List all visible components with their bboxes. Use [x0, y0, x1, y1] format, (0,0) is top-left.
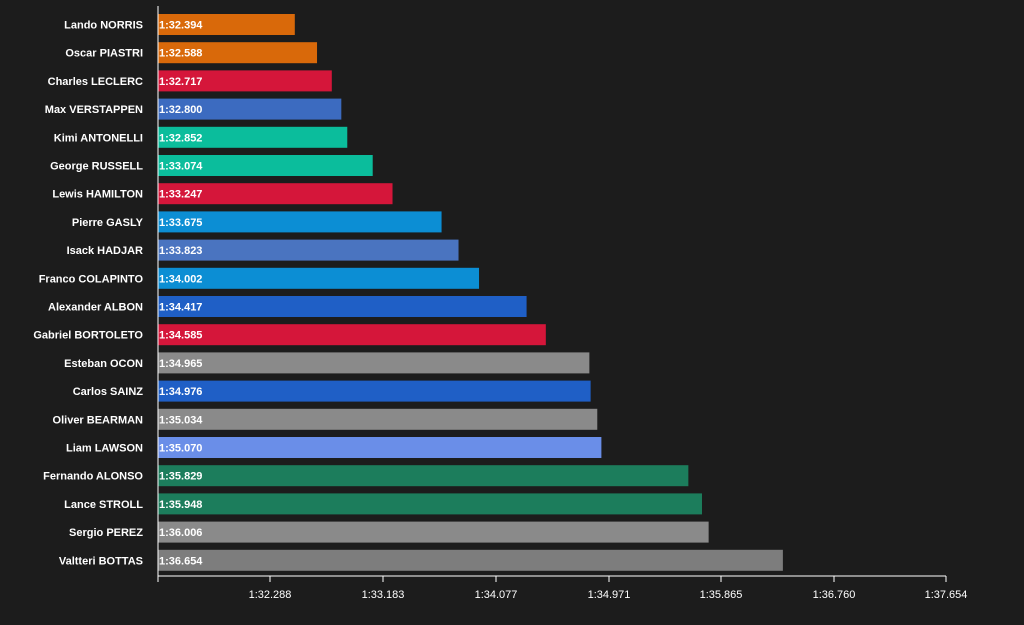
bar	[158, 42, 318, 64]
bar	[158, 408, 598, 430]
x-axis-tick-label: 1:37.654	[925, 589, 968, 601]
bar	[158, 493, 702, 515]
driver-name-label: Pierre GASLY	[72, 217, 144, 229]
driver-name-label: Valtteri BOTTAS	[59, 555, 143, 567]
x-axis-tick-label: 1:35.865	[700, 589, 743, 601]
bar	[158, 70, 332, 92]
bar	[158, 521, 709, 543]
driver-name-label: Lance STROLL	[64, 499, 143, 511]
driver-name-label: Franco COLAPINTO	[39, 273, 144, 285]
driver-name-label: Alexander ALBON	[48, 302, 143, 314]
bar-value-label: 1:34.585	[159, 330, 202, 342]
driver-name-label: Lewis HAMILTON	[52, 189, 143, 201]
driver-name-label: Liam LAWSON	[66, 443, 143, 455]
bar-value-label: 1:32.588	[159, 48, 202, 60]
bar-value-label: 1:32.852	[159, 132, 202, 144]
driver-name-label: Esteban OCON	[64, 358, 143, 370]
driver-name-label: Sergio PEREZ	[69, 527, 143, 539]
bar-value-label: 1:35.829	[159, 471, 202, 483]
bar	[158, 211, 442, 233]
bar-value-label: 1:34.965	[159, 358, 202, 370]
driver-name-label: Fernando ALONSO	[43, 471, 143, 483]
bar	[158, 352, 590, 374]
bar-value-label: 1:33.823	[159, 245, 202, 257]
bar	[158, 14, 295, 35]
driver-name-label: Gabriel BORTOLETO	[33, 330, 143, 342]
x-axis-tick-label: 1:34.077	[475, 589, 518, 601]
x-axis-tick-label: 1:32.288	[249, 589, 292, 601]
bar-value-label: 1:32.717	[159, 76, 202, 88]
bar-value-label: 1:36.654	[159, 555, 203, 567]
bar	[158, 296, 527, 317]
bar-value-label: 1:36.006	[159, 527, 202, 539]
driver-name-label: Isack HADJAR	[67, 245, 143, 257]
bar	[158, 183, 393, 205]
driver-labels-layer: Lando NORRIS Oscar PIASTRI Charles LECLERC…	[33, 20, 143, 568]
bar	[158, 267, 480, 289]
x-axis-tick-label: 1:36.760	[813, 589, 856, 601]
bar	[158, 239, 459, 261]
bar	[158, 465, 689, 487]
driver-name-label: George RUSSELL	[50, 161, 143, 173]
bar	[158, 437, 602, 458]
bar-value-label: 1:35.034	[159, 414, 203, 426]
bar	[158, 324, 546, 346]
bar	[158, 98, 342, 120]
bar-value-label: 1:35.070	[159, 443, 202, 455]
driver-name-label: Oscar PIASTRI	[65, 48, 143, 60]
bar	[158, 380, 591, 402]
x-axis: 1:32.288 1:33.183 1:34.077 1:34.971 1:35.865…	[157, 6, 968, 601]
x-axis-tick-label: 1:34.971	[588, 589, 631, 601]
bar-value-label: 1:33.675	[159, 217, 202, 229]
bar	[158, 549, 783, 571]
bar-value-label: 1:32.394	[159, 20, 203, 32]
x-axis-tick-label: 1:33.183	[362, 589, 405, 601]
driver-name-label: Carlos SAINZ	[73, 386, 144, 398]
bar-value-label: 1:33.074	[159, 161, 203, 173]
driver-name-label: Oliver BEARMAN	[53, 414, 144, 426]
bar-value-label: 1:34.417	[159, 302, 202, 314]
bar-value-label: 1:34.976	[159, 386, 202, 398]
bars-layer: 1:32.394 1:32.588 1:32.717 1:32.800 1:32.852…	[158, 14, 783, 571]
bar	[158, 126, 348, 148]
bar-value-label: 1:32.800	[159, 104, 202, 116]
driver-name-label: Kimi ANTONELLI	[54, 132, 143, 144]
driver-name-label: Max VERSTAPPEN	[45, 104, 143, 116]
driver-name-label: Charles LECLERC	[48, 76, 143, 88]
driver-name-label: Lando NORRIS	[64, 20, 143, 32]
bar-value-label: 1:34.002	[159, 273, 202, 285]
bar-value-label: 1:35.948	[159, 499, 202, 511]
bar-value-label: 1:33.247	[159, 189, 202, 201]
bar	[158, 155, 373, 176]
